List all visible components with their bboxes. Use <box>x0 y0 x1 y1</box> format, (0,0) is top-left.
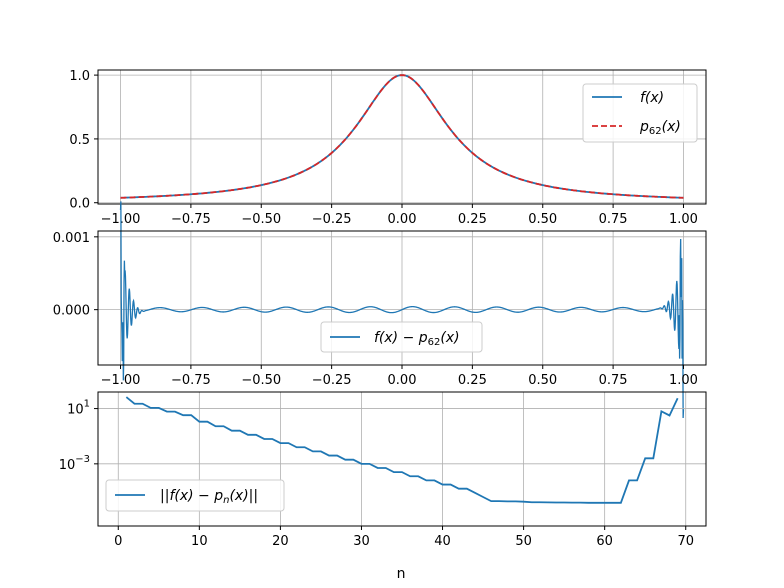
y-tick-label: 101 <box>67 399 90 418</box>
y-tick-label: 0.000 <box>53 304 90 319</box>
top-lines <box>120 74 684 199</box>
x-tick-label: 0.00 <box>388 212 417 227</box>
legend-error-label: f(x) − p62(x) <box>374 330 460 348</box>
x-tick-label: −1.00 <box>101 373 141 388</box>
top-legend-box <box>582 83 698 143</box>
middle-subplot: −1.00 −0.75 −0.50 −0.25 0.00 0.25 0.50 0.75 1.00… <box>53 201 707 418</box>
legend-f-label: f(x) <box>640 90 664 106</box>
x-tick-label: 70 <box>677 534 694 549</box>
top-legend: f(x) p62(x) <box>582 83 698 143</box>
norm-series-line <box>125 396 679 504</box>
y-tick-label: 0.5 <box>69 133 90 148</box>
x-tick-label: −0.25 <box>312 212 352 227</box>
x-tick-label: 0.75 <box>599 373 628 388</box>
x-tick-label: −0.75 <box>171 373 211 388</box>
top-subplot: −1.00 −0.75 −0.50 −0.25 0.00 0.25 0.50 0.75 1.00… <box>69 69 707 227</box>
x-tick-label: 30 <box>353 534 370 549</box>
x-tick-label: 20 <box>272 534 289 549</box>
x-tick-label: 40 <box>434 534 451 549</box>
y-tick-label: 0.0 <box>69 197 90 212</box>
x-tick-label: 1.00 <box>669 212 698 227</box>
x-tick-label: 60 <box>596 534 613 549</box>
x-tick-label: 0.75 <box>599 212 628 227</box>
middle-ticks: −1.00 −0.75 −0.50 −0.25 0.00 0.25 0.50 0.75 1.00… <box>53 231 698 388</box>
p62-series-line <box>120 74 684 199</box>
x-tick-label: 1.00 <box>669 373 698 388</box>
y-tick-label: 1.0 <box>69 69 90 84</box>
x-tick-label: 10 <box>191 534 208 549</box>
bottom-ticks: 0 10 20 30 40 50 60 70 101 10−3 <box>59 399 694 549</box>
x-tick-label: 0.50 <box>528 373 557 388</box>
x-tick-label: −0.50 <box>241 212 281 227</box>
bottom-x-axis-label: n <box>397 566 406 582</box>
middle-legend-box <box>320 321 483 353</box>
x-tick-label: 0 <box>114 534 122 549</box>
x-tick-label: −0.25 <box>312 373 352 388</box>
legend-norm-label: ||f(x) − pn(x)|| <box>160 488 258 506</box>
bottom-legend: ||f(x) − pn(x)|| <box>105 479 285 512</box>
x-tick-label: −0.50 <box>241 373 281 388</box>
top-ticks: −1.00 −0.75 −0.50 −0.25 0.00 0.25 0.50 0.75 1.00… <box>69 69 698 227</box>
x-tick-label: 0.50 <box>528 212 557 227</box>
x-tick-label: −0.75 <box>171 212 211 227</box>
x-tick-label: 0.25 <box>458 212 487 227</box>
y-tick-label: 0.001 <box>53 231 90 246</box>
middle-legend: f(x) − p62(x) <box>320 321 483 353</box>
x-tick-label: 50 <box>515 534 532 549</box>
x-tick-label: 0.25 <box>458 373 487 388</box>
x-tick-label: 0.00 <box>388 373 417 388</box>
y-tick-label: 10−3 <box>59 454 90 473</box>
bottom-axes-frame <box>97 391 707 527</box>
bottom-legend-box <box>105 479 285 512</box>
error-series-line <box>119 201 685 418</box>
